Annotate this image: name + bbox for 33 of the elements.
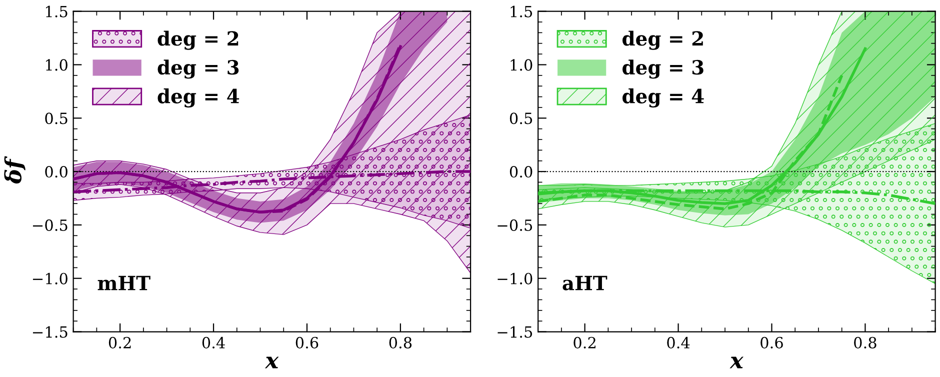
legend-label: deg = 3 <box>622 60 704 79</box>
y-tick-label: 0.5 <box>45 112 68 124</box>
y-tick-label: 1.0 <box>510 59 532 71</box>
y-tick-label: 0.5 <box>510 112 532 124</box>
legend-label: deg = 3 <box>158 60 239 79</box>
annotation: mHT <box>98 276 150 290</box>
legend-label: deg = 2 <box>158 30 238 50</box>
y-tick-label: −1.0 <box>32 272 68 284</box>
y-tick-label: 1.5 <box>510 6 532 18</box>
x-tick-label: 0.8 <box>389 336 412 348</box>
x-tick-label: 0.4 <box>202 336 225 348</box>
x-tick-label: 0.2 <box>574 336 596 348</box>
x-axis-title: x <box>730 356 744 368</box>
y-tick-label: −1.0 <box>498 272 532 284</box>
legend-label: deg = 2 <box>622 30 703 50</box>
x-tick-label: 0.4 <box>667 336 690 348</box>
y-tick-label: 1.5 <box>46 6 68 18</box>
y-tick-label: −0.5 <box>498 219 532 231</box>
x-tick-label: 0.8 <box>854 336 876 348</box>
y-tick-label: 0.0 <box>45 166 68 178</box>
x-tick-label: 0.6 <box>296 336 318 348</box>
legend-label: deg = 4 <box>158 88 240 108</box>
x-axis-title: x <box>264 356 279 368</box>
y-tick-label: 1.0 <box>46 59 68 71</box>
legend-label: deg = 4 <box>622 88 704 108</box>
y-tick-label: 0.0 <box>510 166 532 178</box>
annotation: aHT <box>562 276 608 290</box>
y-tick-label: −0.5 <box>32 219 68 231</box>
y-tick-label: −1.5 <box>498 326 532 338</box>
y-axis-title: δf <box>4 156 26 184</box>
x-tick-label: 0.6 <box>760 336 783 348</box>
x-tick-label: 0.2 <box>108 336 131 348</box>
y-tick-label: −1.5 <box>32 326 68 338</box>
